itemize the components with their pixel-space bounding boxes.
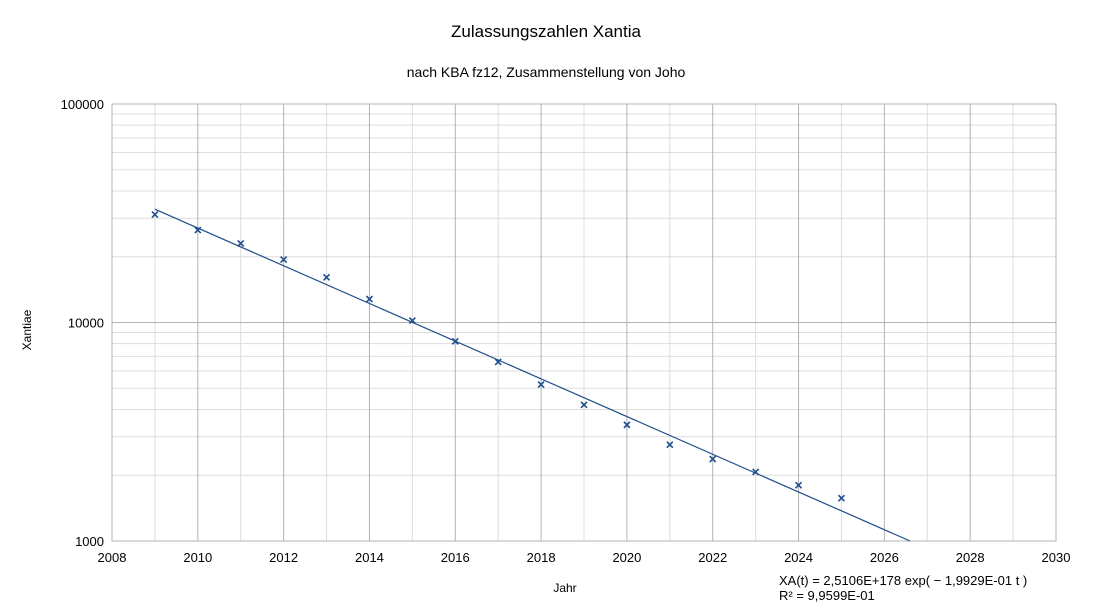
data-point (280, 256, 288, 264)
data-points (151, 210, 846, 502)
x-tick-label: 2010 (183, 550, 212, 565)
x-tick-label: 2012 (269, 550, 298, 565)
data-point (666, 441, 674, 449)
data-point (365, 295, 374, 303)
data-point (537, 380, 545, 389)
data-point (752, 468, 760, 476)
data-point (322, 273, 331, 281)
x-tick-label: 2008 (98, 550, 127, 565)
x-tick-label: 2016 (441, 550, 470, 565)
y-tick-label: 1000 (75, 534, 104, 549)
y-tick-label: 100000 (61, 97, 104, 112)
x-tick-label: 2014 (355, 550, 384, 565)
x-tick-label: 2028 (956, 550, 985, 565)
chart-subtitle: nach KBA fz12, Zusammenstellung von Joho (407, 64, 686, 80)
x-tick-label: 2022 (698, 550, 727, 565)
plot-area-border (111, 103, 1057, 542)
data-point (194, 226, 202, 234)
data-point (451, 337, 459, 345)
y-tick-labels: 1000 10000 100000 (61, 97, 104, 549)
data-point (237, 239, 245, 248)
x-tick-label: 2020 (612, 550, 641, 565)
x-tick-label: 2026 (870, 550, 899, 565)
data-point (580, 401, 588, 409)
x-tick-label: 2024 (784, 550, 813, 565)
data-point (494, 358, 502, 366)
data-point (837, 494, 846, 502)
trend-equation: XA(t) = 2,5106E+178 exp( − 1,9929E-01 t … (779, 573, 1027, 588)
data-point (623, 421, 631, 429)
x-tick-labels: 2008 2010 2012 2014 2016 2018 2020 2022 2024 2026… (98, 550, 1071, 565)
y-axis-label: Xantiae (20, 309, 34, 350)
chart-title: Zulassungszahlen Xantia (451, 22, 642, 41)
trendline (154, 208, 911, 542)
x-axis-label: Jahr (553, 581, 576, 595)
x-tick-label: 2018 (527, 550, 556, 565)
x-tick-label: 2030 (1042, 550, 1071, 565)
minor-gridlines (112, 104, 1056, 541)
data-point (709, 455, 717, 463)
data-point (151, 210, 159, 219)
trend-r-squared: R² = 9,9599E-01 (779, 588, 875, 603)
y-tick-label: 10000 (68, 316, 104, 331)
data-point (794, 481, 803, 489)
data-point (408, 317, 416, 325)
